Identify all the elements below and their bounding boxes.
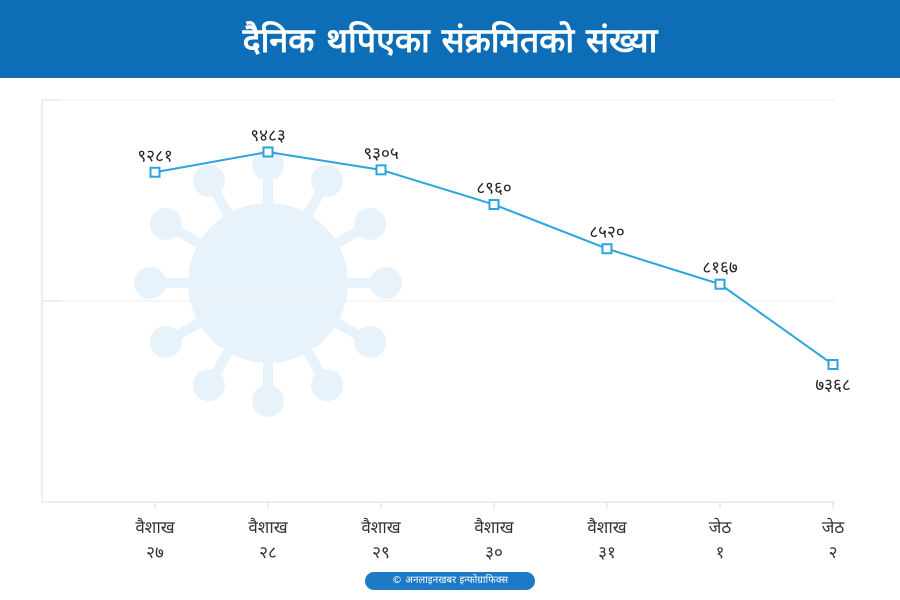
- data-label: ८५२०: [589, 223, 624, 243]
- virus-spike-tip: [252, 385, 284, 417]
- x-tick-label: १: [716, 543, 725, 563]
- data-label: ७३६८: [815, 376, 850, 396]
- x-tick-label: वैशाख: [474, 517, 514, 538]
- data-label: ९३०५: [363, 144, 398, 164]
- x-tick-label: वैशाख: [135, 517, 175, 538]
- data-point: [827, 359, 839, 371]
- data-point: [714, 278, 726, 290]
- virus-body: [188, 203, 348, 363]
- data-label: ९२८१: [137, 146, 172, 166]
- x-tick-label: २७: [146, 543, 164, 563]
- virus-spike-tip: [149, 208, 182, 240]
- chart-axes: [41, 99, 835, 509]
- data-point: [375, 164, 387, 176]
- virus-spike-tip: [311, 369, 343, 402]
- virus-spike-tip: [149, 326, 182, 358]
- data-point: [149, 166, 161, 178]
- data-label: ८१६७: [702, 258, 738, 278]
- virus-spike-tip: [354, 326, 387, 358]
- title-bar: दैनिक थपिएका संक्रमितको संख्या: [0, 0, 900, 78]
- x-tick-label: जेठ: [709, 517, 733, 538]
- virus-spike-tip: [311, 164, 343, 197]
- data-label: ९४८३: [250, 126, 285, 146]
- x-tick-label: २९: [372, 543, 390, 563]
- x-tick-label: २८: [259, 543, 277, 563]
- data-label: ८९६०: [476, 179, 511, 199]
- credit-badge: © अनलाइनखबर इन्फोग्राफिक्स: [365, 572, 535, 590]
- data-points: [149, 146, 839, 371]
- data-point: [488, 199, 500, 211]
- virus-spike-tip: [193, 164, 225, 197]
- x-tick-label: वैशाख: [248, 517, 288, 538]
- data-point: [601, 243, 613, 255]
- x-tick-label: ३०: [485, 543, 503, 563]
- x-tick-label: जेठ: [822, 517, 846, 538]
- virus-icon: [134, 149, 402, 417]
- x-tick-label: ३१: [598, 543, 616, 563]
- virus-spike-tip: [193, 369, 225, 402]
- x-tick-label: २: [829, 543, 838, 563]
- chart-title: दैनिक थपिएका संक्रमितको संख्या: [242, 21, 658, 61]
- data-point: [262, 146, 274, 158]
- x-tick-label: वैशाख: [361, 517, 401, 538]
- x-tick-labels: वैशाख २७ वैशाख २८ वैशाख २९ वैशाख ३० वैशाख ३१ जेठ १ ज…: [135, 517, 845, 563]
- virus-spike-tip: [370, 267, 402, 299]
- data-labels: ९२८१ ९४८३ ९३०५ ८९६० ८५२० ८१६७ ७३६८: [137, 126, 850, 396]
- virus-spike-tip: [134, 267, 166, 299]
- virus-spike-tip: [252, 149, 284, 181]
- x-tick-label: वैशाख: [587, 517, 627, 538]
- virus-spike-tip: [354, 208, 387, 240]
